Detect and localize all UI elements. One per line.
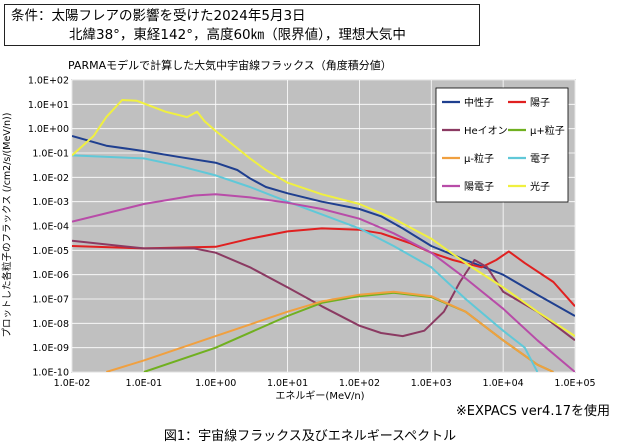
y-tick-label: 1.0E-01 [32, 149, 69, 160]
legend-label: 中性子 [464, 96, 494, 109]
y-tick-label: 1.0E-10 [32, 368, 69, 379]
x-tick-label: 1.0E+01 [267, 378, 308, 389]
x-axis-label: エネルギー(MeV/n) [275, 390, 364, 402]
series-line-陽電子 [72, 193, 575, 372]
y-tick-label: 1.0E-02 [32, 173, 69, 184]
y-tick-label: 1.0E-03 [32, 197, 69, 208]
x-tick-label: 1.0E+02 [339, 378, 380, 389]
x-tick-label: 1.0E+00 [195, 378, 236, 389]
series-line-光子 [72, 99, 575, 337]
series-line-電子 [72, 154, 539, 372]
legend-box [435, 87, 569, 203]
y-tick-label: 1.0E+02 [28, 76, 69, 87]
series-line-陽子 [72, 227, 575, 307]
series-line-Heイオン [72, 239, 575, 342]
conditions-box: 条件：太陽フレアの影響を受けた2024年5月3日 北緯38°，東経142°，高度… [4, 4, 480, 46]
y-tick-label: 1.0E-08 [32, 319, 69, 330]
legend-label: 陽子 [530, 97, 550, 109]
x-tick-label: 1.0E+05 [554, 378, 595, 389]
legend-label: 電子 [530, 153, 550, 165]
y-tick-label: 1.0E-09 [32, 343, 69, 354]
y-tick-label: 1.0E-07 [32, 295, 69, 306]
x-tick-label: 1.0E-02 [54, 378, 91, 389]
y-tick-label: 1.0E-06 [32, 270, 69, 281]
chart-title: PARMAモデルで計算した大気中宇宙線フラックス（角度積分値） [68, 58, 392, 72]
y-axis-label: プロットした各粒子のフラックス (/cm2/s/(MeV/n)) [1, 113, 13, 338]
legend-label: μ+粒子 [530, 124, 565, 137]
y-tick-label: 1.0E-05 [32, 246, 69, 257]
legend-label: 光子 [530, 180, 550, 193]
series-line-μ-粒子 [106, 290, 554, 372]
y-tick-label: 1.0E-04 [32, 222, 69, 233]
figure-caption: 図1：宇宙線フラックス及びエネルギースペクトル [163, 429, 457, 444]
y-tick-label: 1.0E+01 [28, 100, 69, 111]
legend-label: Heイオン [464, 125, 508, 137]
y-tick-label: 1.0E+00 [28, 124, 69, 135]
x-tick-label: 1.0E+04 [483, 378, 524, 389]
conditions-line-2: 北緯38°，東経142°，高度60㎞（限界値），理想大気中 [69, 27, 406, 43]
legend-label: μ-粒子 [464, 152, 494, 165]
expacs-note: ※EXPACS ver4.17を使用 [455, 404, 610, 419]
legend-label: 陽電子 [464, 181, 494, 193]
series-lines [72, 99, 575, 372]
x-tick-label: 1.0E+03 [411, 378, 452, 389]
conditions-line-1: 条件：太陽フレアの影響を受けた2024年5月3日 [11, 8, 306, 24]
x-tick-label: 1.0E-01 [126, 378, 163, 389]
